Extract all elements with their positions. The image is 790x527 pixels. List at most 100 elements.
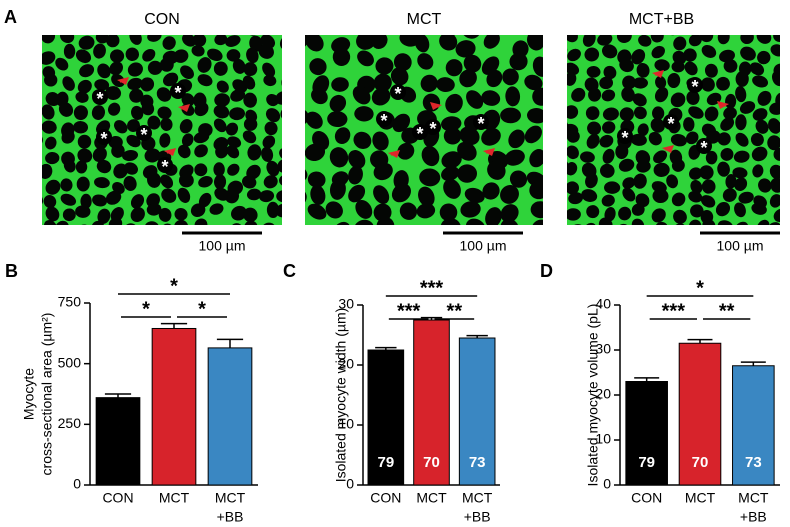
cell (373, 16, 394, 36)
cell (463, 54, 482, 73)
cell (650, 118, 665, 133)
cell (129, 35, 142, 45)
cell (751, 203, 767, 215)
bar (151, 327, 197, 486)
cell (769, 194, 780, 208)
cell-marker: * (416, 124, 423, 144)
cell (584, 18, 602, 35)
x-tick-label: +BB (464, 509, 491, 525)
cell (552, 133, 565, 149)
cell (582, 35, 596, 47)
cell (371, 35, 388, 49)
cell (105, 190, 122, 205)
cell (524, 125, 542, 144)
cell (651, 208, 666, 223)
cell (673, 209, 687, 224)
bar (413, 319, 450, 486)
cell (264, 121, 278, 136)
cell (197, 74, 213, 87)
cell (567, 162, 578, 176)
cell (230, 89, 246, 102)
cell (619, 58, 634, 73)
cell (586, 66, 601, 78)
cell (392, 113, 411, 133)
cell (286, 197, 303, 217)
cell (45, 179, 61, 195)
n-label: 79 (638, 454, 655, 471)
cell (767, 18, 782, 35)
cell (552, 20, 567, 36)
cell (683, 48, 697, 62)
cell (130, 194, 145, 209)
y-tick-label: 0 (73, 476, 81, 492)
significance-label: ** (447, 300, 463, 322)
cell (22, 57, 37, 73)
cell (156, 87, 172, 102)
cell (247, 144, 262, 161)
cell (334, 127, 351, 145)
cell (78, 35, 95, 50)
cell (106, 35, 120, 48)
marked-cell (157, 157, 173, 173)
cell (198, 176, 213, 188)
cell (263, 74, 277, 87)
cell (756, 35, 772, 44)
cell (546, 104, 561, 122)
image-title: CON (144, 11, 180, 28)
cell (752, 75, 769, 88)
cell (159, 133, 171, 148)
cell (157, 106, 172, 120)
cell (654, 87, 669, 103)
cell (652, 106, 665, 121)
scale-bar-label: 100 µm (717, 238, 764, 254)
x-tick-label: MCT (416, 490, 447, 506)
cell (755, 119, 769, 134)
cell (622, 187, 636, 202)
cell (42, 104, 55, 120)
cell (638, 35, 652, 47)
cell (509, 52, 528, 71)
cell (526, 35, 543, 51)
significance-label: * (170, 275, 178, 297)
cell (603, 65, 617, 80)
cell (769, 102, 780, 115)
cell (197, 57, 212, 73)
cell (504, 149, 525, 166)
x-tick-label: CON (631, 490, 662, 506)
cell (567, 62, 580, 76)
cell (109, 17, 127, 35)
cell (55, 57, 69, 71)
cell (704, 63, 718, 78)
y-tick-label: 10 (338, 416, 354, 432)
cell (96, 20, 112, 35)
cell (602, 121, 616, 134)
cell (23, 221, 40, 235)
cell (262, 62, 276, 78)
cell (481, 90, 501, 106)
cell (735, 71, 749, 87)
image-title: MCT (407, 11, 442, 28)
cell (19, 20, 37, 38)
cell (546, 89, 565, 108)
cell (125, 47, 140, 62)
cell (75, 49, 92, 64)
cell (25, 162, 41, 179)
cell (455, 40, 476, 58)
cell (688, 190, 703, 203)
image-title: MCT+BB (629, 11, 694, 28)
cell (373, 73, 392, 92)
cell (459, 69, 477, 88)
panel-label: D (540, 261, 553, 281)
cell (265, 108, 281, 123)
cell (699, 165, 714, 180)
cell (59, 17, 76, 36)
n-label: 70 (692, 454, 709, 471)
cell (567, 105, 579, 119)
cell (672, 50, 687, 65)
cell (734, 177, 748, 192)
cell (722, 188, 737, 202)
cell (26, 34, 42, 50)
cell (105, 86, 122, 100)
cell (700, 195, 716, 208)
bar (367, 349, 405, 486)
